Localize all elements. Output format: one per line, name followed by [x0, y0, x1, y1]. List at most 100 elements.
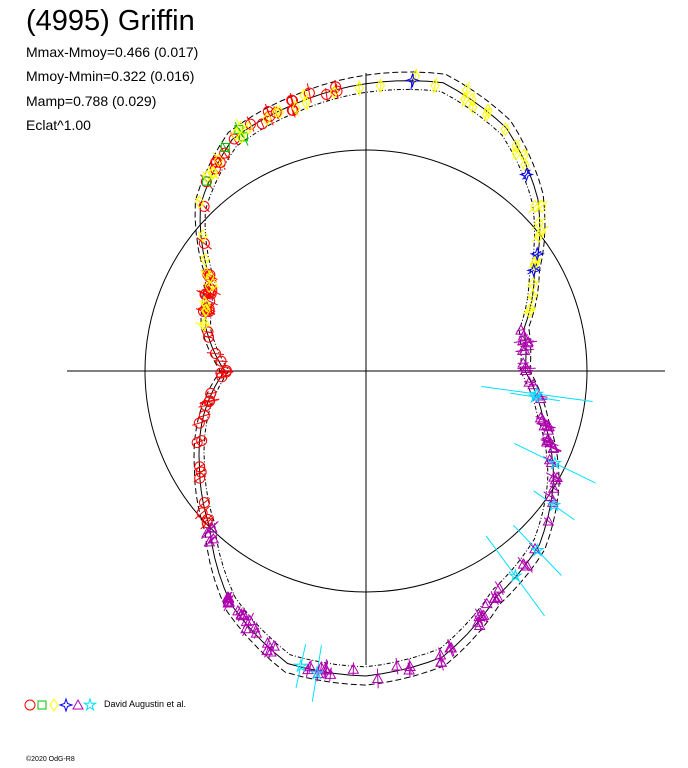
model-curve-0: [198, 80, 555, 677]
data-point-yellow: [236, 120, 246, 135]
data-point-red: [244, 118, 256, 130]
error-bar: [290, 104, 295, 116]
error-bar: [311, 645, 322, 702]
data-point-yellow: [534, 229, 544, 243]
data-point-magenta: [304, 660, 317, 672]
error-bar: [522, 169, 531, 180]
legend-marker-magenta: [72, 698, 84, 710]
data-point-red: [215, 355, 227, 367]
data-point-yellow: [468, 100, 478, 115]
error-bar: [517, 362, 529, 364]
legend-marker-yellow: [49, 698, 59, 712]
error-bar: [447, 639, 454, 657]
legend-marker-red: [24, 699, 36, 711]
error-bar: [324, 660, 329, 680]
error-bar: [212, 151, 225, 169]
data-point-blue: [518, 166, 535, 183]
model-curves: [193, 71, 560, 686]
data-point-magenta: [534, 411, 547, 423]
data-point-yellow: [483, 103, 493, 118]
data-point-red: [219, 147, 231, 159]
data-point-magenta: [347, 663, 360, 674]
error-bar: [264, 643, 271, 658]
data-point-cyan: [529, 386, 545, 401]
legend-marker-blue: [58, 697, 74, 713]
copyright-footer: ©2020 OdG-R8: [26, 756, 75, 763]
data-point-magenta: [473, 619, 486, 631]
error-bar: [526, 280, 540, 288]
data-point-green: [239, 132, 249, 142]
data-point-cyan: [530, 542, 545, 557]
data-point-yellow: [262, 111, 272, 126]
data-point-yellow: [430, 78, 440, 93]
error-bar: [206, 352, 225, 355]
data-point-magenta: [547, 441, 560, 453]
error-bar: [214, 360, 228, 363]
error-bar: [295, 644, 307, 688]
data-point-magenta: [517, 357, 530, 368]
error-bar: [200, 398, 220, 404]
data-point-yellow: [520, 157, 530, 172]
data-point-red: [331, 85, 343, 97]
data-point-magenta: [371, 672, 384, 683]
model-curve-1: [193, 71, 560, 686]
data-point-yellow: [526, 302, 536, 317]
data-point-yellow: [534, 216, 544, 231]
error-bar: [523, 381, 535, 383]
error-bar: [208, 534, 218, 544]
error-bar: [545, 444, 562, 452]
data-point-red: [215, 367, 227, 379]
data-point-red: [195, 466, 207, 478]
data-point-red: [330, 81, 342, 93]
error-bar: [195, 197, 205, 207]
error-bar: [410, 70, 415, 90]
error-bar: [196, 290, 214, 299]
data-point-yellow: [198, 229, 208, 243]
data-point-cyan: [546, 497, 562, 512]
data-point-magenta: [521, 560, 533, 571]
error-bar: [522, 308, 536, 315]
error-bar: [529, 257, 542, 266]
data-point-yellow: [202, 169, 212, 184]
data-point-yellow: [231, 127, 241, 142]
data-point-magenta: [222, 592, 235, 604]
data-point-red: [196, 507, 208, 519]
error-bar: [461, 90, 469, 108]
data-point-red: [198, 200, 210, 212]
data-point-magenta: [491, 591, 504, 602]
data-point-cyan: [293, 658, 309, 673]
error-bar: [532, 250, 542, 258]
error-bar: [438, 647, 443, 663]
stat-max-moy: Mmax-Mmoy=0.466 (0.017): [26, 44, 199, 60]
error-bar: [448, 639, 455, 657]
data-point-green: [201, 176, 211, 186]
data-point-magenta: [244, 614, 256, 626]
data-point-yellow: [482, 107, 492, 122]
error-bar: [260, 119, 265, 129]
legend-marker-cyan: [82, 697, 98, 712]
data-point-magenta: [222, 596, 235, 608]
error-bar: [468, 92, 476, 107]
stat-moy-min: Mmoy-Mmin=0.322 (0.016): [26, 68, 195, 84]
error-bar: [533, 490, 575, 521]
error-bar: [238, 127, 249, 146]
data-point-yellow: [299, 88, 309, 103]
data-point-red: [203, 331, 215, 343]
data-point-magenta: [540, 419, 553, 430]
error-bar: [535, 200, 548, 213]
data-point-magenta: [435, 656, 448, 667]
data-point-red: [262, 106, 274, 118]
error-bar: [316, 665, 320, 682]
data-point-blue: [529, 246, 545, 262]
data-point-magenta: [434, 648, 447, 660]
data-point-magenta: [542, 432, 554, 444]
error-bar: [306, 83, 312, 103]
error-bar: [203, 515, 213, 524]
data-point-yellow: [199, 318, 209, 333]
data-point-red: [220, 365, 232, 377]
error-bar: [196, 237, 212, 250]
data-point-magenta: [404, 660, 416, 672]
data-point-magenta: [268, 640, 280, 651]
page-title: (4995) Griffin: [26, 5, 195, 37]
